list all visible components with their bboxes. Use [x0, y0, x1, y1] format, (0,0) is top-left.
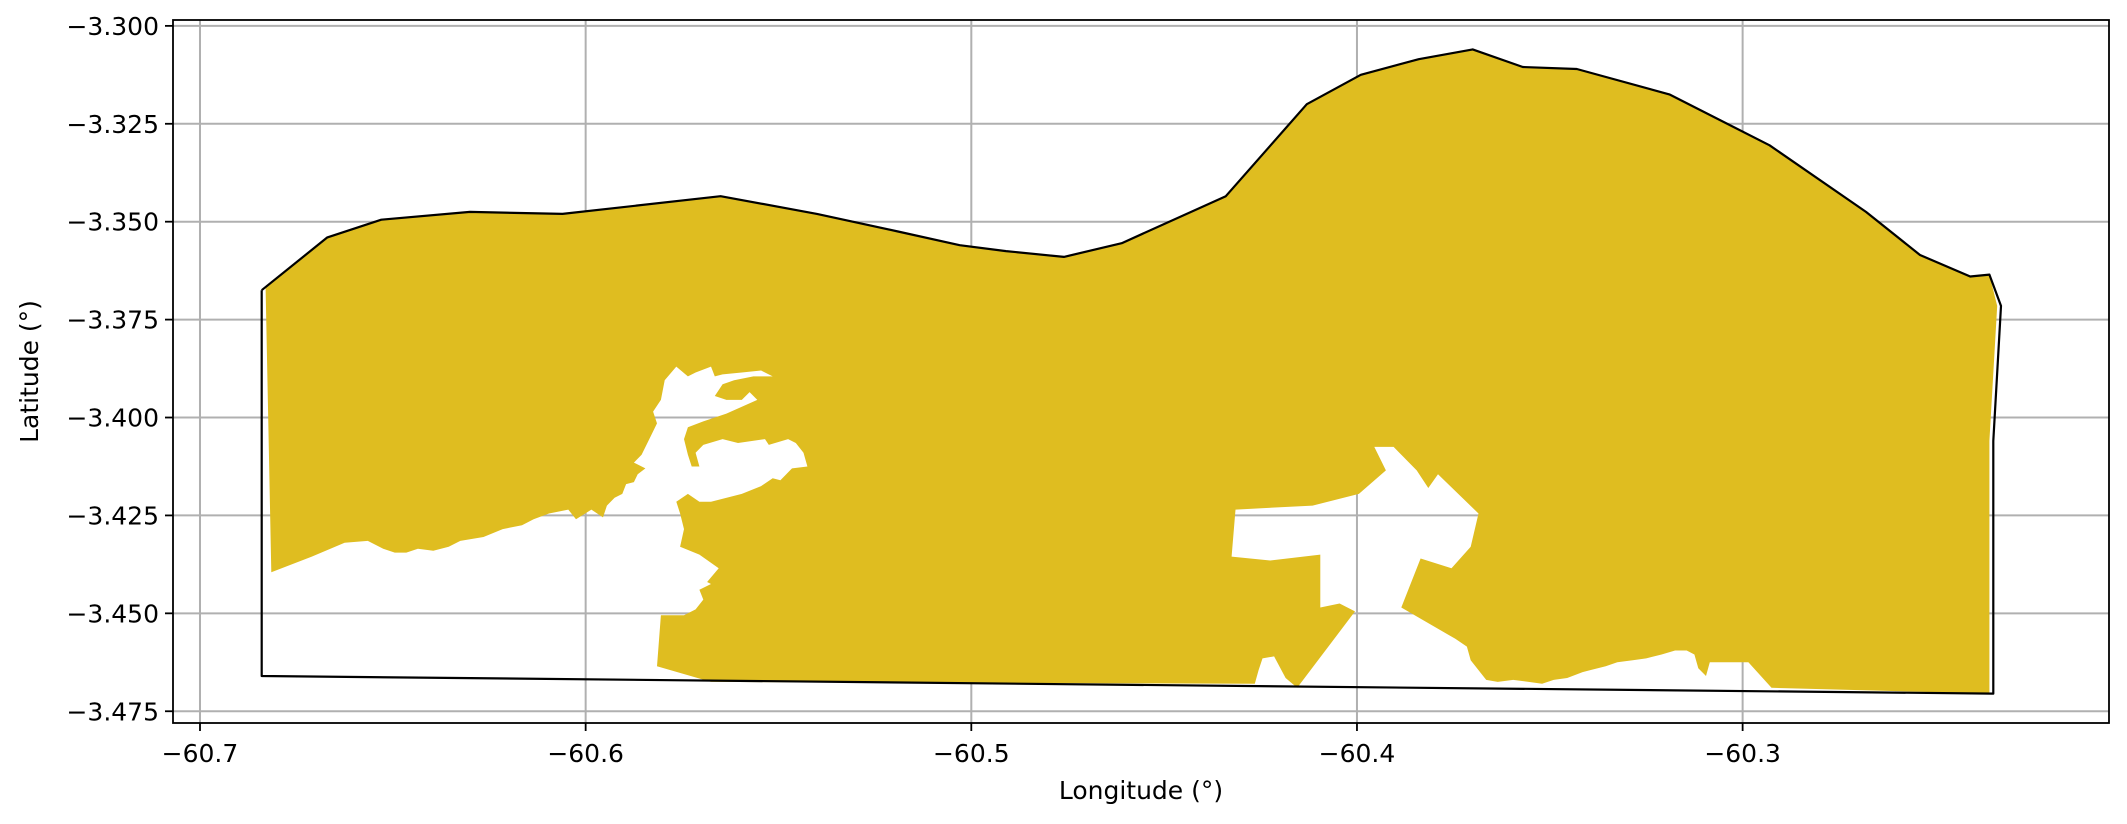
x-axis: −60.7 −60.6 −60.5 −60.4 −60.3	[162, 723, 1781, 768]
y-tick-label: −3.325	[66, 110, 159, 139]
y-tick-label: −3.450	[66, 599, 159, 628]
y-tick-label: −3.425	[66, 501, 159, 530]
y-tick-label: −3.375	[66, 306, 159, 335]
y-tick-label: −3.350	[66, 208, 159, 237]
y-tick-label: −3.400	[66, 404, 159, 433]
x-tick-label: −60.3	[1704, 739, 1781, 768]
x-tick-label: −60.5	[933, 739, 1010, 768]
map-shapes	[260, 48, 2003, 695]
x-tick-label: −60.6	[547, 739, 624, 768]
x-tick-label: −60.4	[1319, 739, 1396, 768]
y-tick-label: −3.300	[66, 12, 159, 41]
x-axis-title: Longitude (°)	[1059, 776, 1223, 805]
filled-land-area	[265, 49, 1998, 694]
plot-frame	[172, 19, 2110, 724]
y-axis-title: Latitude (°)	[15, 300, 44, 443]
y-tick-label: −3.475	[66, 697, 159, 726]
y-axis: −3.300 −3.325 −3.350 −3.375 −3.400 −3.425 −3.4…	[66, 12, 173, 726]
boundary-outline	[260, 48, 2003, 695]
x-tick-label: −60.7	[162, 739, 239, 768]
